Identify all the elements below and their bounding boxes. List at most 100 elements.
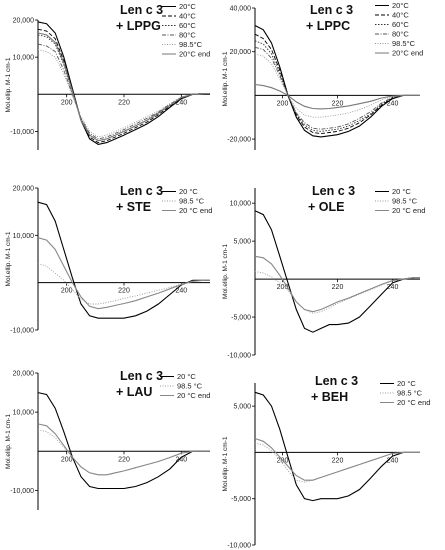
series-line	[254, 40, 420, 132]
legend-label: 98.5 °C	[392, 197, 418, 206]
y-tick-label: -10,000	[227, 353, 251, 360]
x-tick-label: 240	[387, 100, 399, 107]
x-tick-label: 240	[387, 284, 399, 291]
series-line	[37, 237, 210, 310]
series-line	[254, 255, 420, 313]
x-tick-label: 220	[332, 457, 344, 464]
legend-label: 40°C	[392, 11, 409, 20]
legend-label: 20 °C end	[392, 206, 425, 215]
legend-label: 20°C	[179, 2, 196, 11]
panel-title-line: Len c 3	[310, 3, 353, 17]
chart-panel: 10,000 5,000 -5,000 -10,000 200 220 240 Mol.ell…	[222, 184, 425, 360]
y-tick-label: -20,000	[227, 137, 251, 144]
x-tick-label: 240	[175, 288, 187, 295]
x-tick-label: 220	[118, 99, 130, 106]
legend-label: 60°C	[392, 20, 409, 29]
series-line	[254, 437, 420, 481]
legend-label: 20 °C	[177, 372, 196, 381]
y-axis-label: Mol.ellip. M-1 cm-1	[222, 51, 229, 106]
y-tick-label: 10,000	[13, 55, 35, 62]
y-axis-label: Mol.ellip. M-1 cm-1	[222, 436, 229, 491]
panel-title: Len c 3 + LPPC	[306, 3, 353, 33]
series-line	[37, 49, 210, 138]
panel-title-line: Len c 3	[312, 184, 355, 198]
y-tick-label: 40,000	[230, 6, 252, 13]
panel-title: Len c 3 + OLE	[308, 184, 355, 214]
panel-title-line: + OLE	[308, 200, 344, 214]
legend-label: 98.5 °C	[397, 389, 423, 398]
series-line	[254, 210, 420, 333]
x-tick-label: 240	[175, 456, 187, 463]
y-axis-label: Mol.ellip. M-1 cm-1	[222, 244, 229, 299]
x-tick-label: 220	[118, 288, 130, 295]
series-line	[37, 392, 210, 490]
y-tick-label: 20,000	[230, 49, 252, 56]
panel-title: Len c 3 + LPPG	[116, 3, 163, 33]
y-tick-label: 10,000	[230, 201, 252, 208]
panel-title-line: + LPPC	[306, 19, 350, 33]
y-tick-label: 20,000	[13, 18, 35, 25]
legend-label: 98.5°C	[392, 39, 416, 48]
panel-title: Len c 3 + BEH	[311, 374, 358, 404]
chart-panel: 20,000 10,000 -10,000 200 220 240 Mol.ellip. M…	[5, 184, 212, 335]
panel-title-line: Len c 3	[120, 184, 163, 198]
legend-label: 98.5 °C	[179, 197, 205, 206]
legend-label: 20°C end	[392, 49, 423, 58]
series-line	[37, 201, 210, 319]
panel-title-line: + LPPG	[116, 19, 161, 33]
x-tick-label: 200	[61, 99, 73, 106]
series-line	[37, 423, 210, 476]
series-line	[37, 21, 210, 145]
x-tick-label: 200	[61, 456, 73, 463]
chart-panel: 20,000 10,000 -10,000 200 220 240 Mol.ellip. M…	[5, 369, 210, 510]
series-line	[254, 83, 420, 110]
panel-title-line: + LAU	[116, 385, 152, 399]
legend-label: 98.5°C	[179, 40, 203, 49]
panel-title-line: + STE	[116, 200, 151, 214]
chart-panel: 20,000 10,000 -10,000 200 220 240 Mol.ellip. M…	[5, 2, 210, 150]
legend-label: 20°C end	[179, 50, 210, 59]
y-axis-label: Mol.ellip. M-1 cm-1	[5, 57, 12, 112]
legend-label: 98.5 °C	[177, 382, 203, 391]
x-tick-label: 220	[332, 284, 344, 291]
series-line	[37, 32, 210, 142]
series-line	[254, 25, 420, 138]
series-line	[254, 46, 420, 130]
y-tick-label: 10,000	[13, 233, 35, 240]
panel-title-line: Len c 3	[315, 374, 358, 388]
y-tick-label: -10,000	[10, 328, 34, 335]
chart-panel: 40,000 20,000 -20,000 200 220 240 Mol.ellip. M…	[222, 1, 423, 150]
x-tick-label: 220	[118, 456, 130, 463]
legend-label: 20°C	[392, 1, 409, 10]
panel-title: Len c 3 + STE	[116, 184, 163, 214]
x-tick-label: 200	[277, 284, 289, 291]
panel-title-line: Len c 3	[120, 3, 163, 17]
panel-title-line: + BEH	[311, 390, 348, 404]
y-axis-label: Mol.ellip. M-1 cm-1	[5, 414, 12, 469]
y-tick-label: 5,000	[233, 239, 251, 246]
panel-title: Len c 3 + LAU	[116, 369, 163, 399]
y-tick-label: -5,000	[231, 315, 251, 322]
legend-label: 20 °C end	[177, 391, 210, 400]
legend-label: 60°C	[179, 21, 196, 30]
x-tick-label: 200	[61, 288, 73, 295]
y-tick-label: 5,000	[233, 404, 251, 411]
legend-label: 20 °C end	[179, 206, 212, 215]
y-tick-label: 20,000	[13, 186, 35, 193]
legend-label: 80°C	[179, 31, 196, 40]
y-tick-label: -10,000	[10, 488, 34, 495]
y-tick-label: -10,000	[227, 543, 251, 550]
legend-label: 20 °C	[397, 379, 416, 388]
panel-title-line: Len c 3	[120, 369, 163, 383]
series-line	[254, 391, 420, 502]
legend-label: 80°C	[392, 30, 409, 39]
x-tick-label: 240	[175, 99, 187, 106]
x-tick-label: 240	[387, 457, 399, 464]
series-line	[254, 271, 420, 314]
y-tick-label: -5,000	[231, 496, 251, 503]
y-axis-label: Mol.ellip. M-1 cm-1	[5, 231, 12, 286]
y-tick-label: 20,000	[13, 371, 35, 378]
y-tick-label: 10,000	[13, 410, 35, 417]
